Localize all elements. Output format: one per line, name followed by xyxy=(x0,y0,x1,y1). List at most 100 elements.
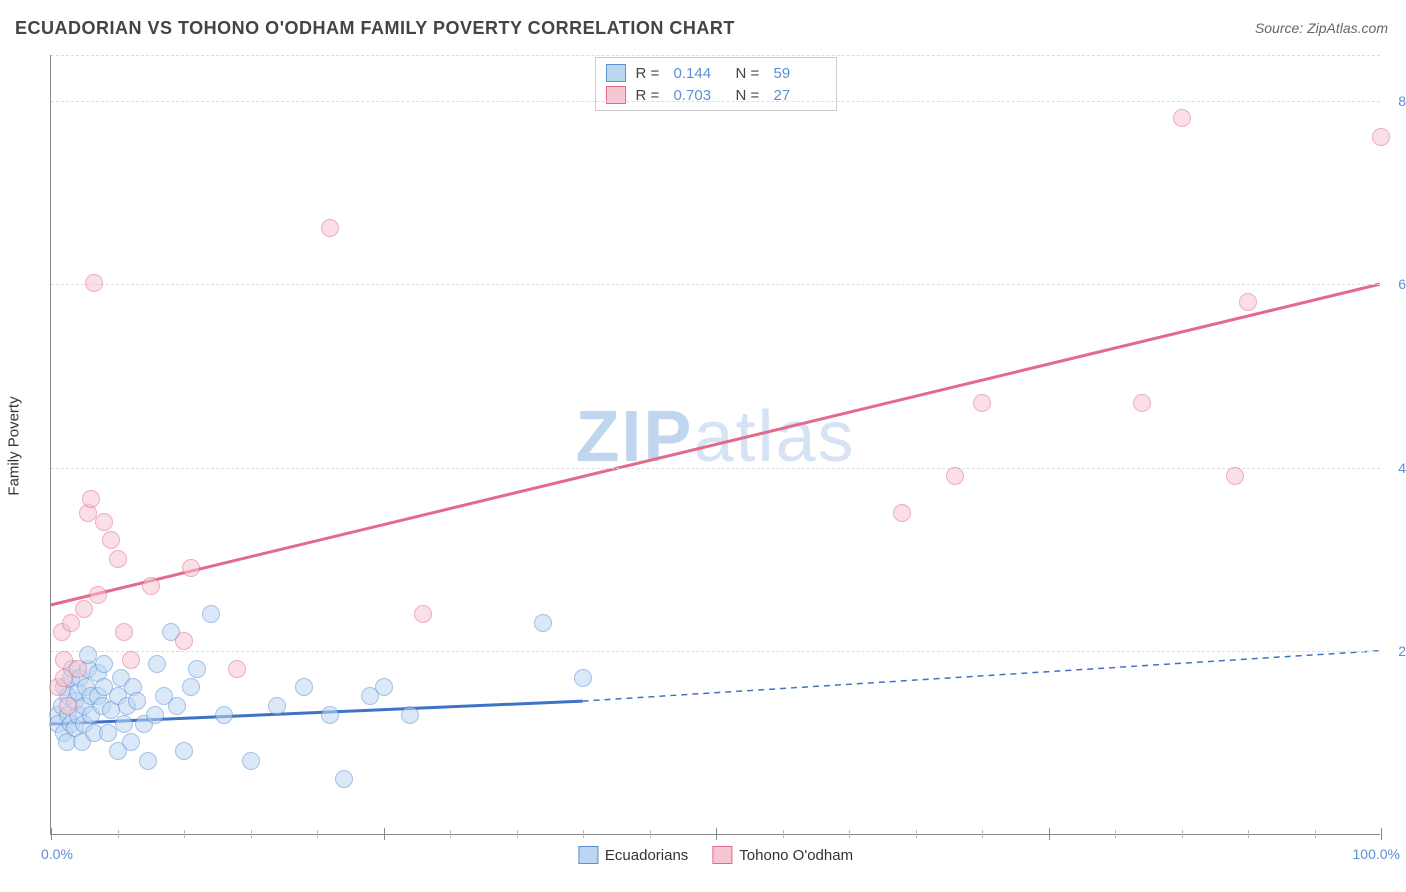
marker-ecuadorians xyxy=(215,706,233,724)
marker-tohono-oodham xyxy=(109,550,127,568)
trendline-tohono-oodham xyxy=(51,284,1380,605)
x-label-min: 0.0% xyxy=(41,846,73,862)
y-axis-label: Family Poverty xyxy=(6,396,23,495)
marker-ecuadorians xyxy=(146,706,164,724)
x-tick-minor xyxy=(1182,830,1183,838)
marker-ecuadorians xyxy=(401,706,419,724)
marker-tohono-oodham xyxy=(95,513,113,531)
y-tick-label: 20.0% xyxy=(1398,643,1406,659)
marker-tohono-oodham xyxy=(62,614,80,632)
trendline-ext-ecuadorians xyxy=(583,651,1380,701)
legend-label: Tohono O'odham xyxy=(739,847,853,864)
y-tick-label: 80.0% xyxy=(1398,93,1406,109)
gridline xyxy=(51,651,1380,652)
r-label: R = xyxy=(636,65,664,82)
swatch-ecuadorians xyxy=(606,64,626,82)
x-tick-minor xyxy=(1115,830,1116,838)
marker-tohono-oodham xyxy=(1133,394,1151,412)
marker-ecuadorians xyxy=(95,655,113,673)
x-tick-major xyxy=(384,828,385,840)
chart-container: ECUADORIAN VS TOHONO O'ODHAM FAMILY POVE… xyxy=(0,0,1406,892)
gridline xyxy=(51,284,1380,285)
marker-tohono-oodham xyxy=(75,600,93,618)
x-tick-minor xyxy=(1315,830,1316,838)
marker-tohono-oodham xyxy=(1372,128,1390,146)
marker-ecuadorians xyxy=(242,752,260,770)
x-tick-minor xyxy=(1248,830,1249,838)
marker-tohono-oodham xyxy=(122,651,140,669)
source-attribution: Source: ZipAtlas.com xyxy=(1255,20,1388,36)
x-tick-major xyxy=(1381,828,1382,840)
marker-ecuadorians xyxy=(574,669,592,687)
marker-ecuadorians xyxy=(182,678,200,696)
gridline xyxy=(51,468,1380,469)
x-tick-minor xyxy=(317,830,318,838)
legend-label: Ecuadorians xyxy=(605,847,688,864)
y-tick-label: 40.0% xyxy=(1398,460,1406,476)
gridline xyxy=(51,101,1380,102)
marker-ecuadorians xyxy=(128,692,146,710)
marker-ecuadorians xyxy=(295,678,313,696)
x-tick-minor xyxy=(982,830,983,838)
marker-tohono-oodham xyxy=(973,394,991,412)
marker-tohono-oodham xyxy=(85,274,103,292)
marker-tohono-oodham xyxy=(893,504,911,522)
legend-item-ecuadorians: Ecuadorians xyxy=(578,846,688,864)
x-label-max: 100.0% xyxy=(1353,846,1400,862)
marker-tohono-oodham xyxy=(182,559,200,577)
marker-tohono-oodham xyxy=(1173,109,1191,127)
n-label: N = xyxy=(736,65,764,82)
series-legend: Ecuadorians Tohono O'odham xyxy=(578,846,853,864)
marker-ecuadorians xyxy=(534,614,552,632)
x-tick-major xyxy=(1049,828,1050,840)
marker-ecuadorians xyxy=(335,770,353,788)
marker-ecuadorians xyxy=(268,697,286,715)
marker-ecuadorians xyxy=(375,678,393,696)
marker-ecuadorians xyxy=(99,724,117,742)
marker-ecuadorians xyxy=(168,697,186,715)
marker-ecuadorians xyxy=(115,715,133,733)
x-tick-minor xyxy=(916,830,917,838)
marker-tohono-oodham xyxy=(228,660,246,678)
marker-tohono-oodham xyxy=(102,531,120,549)
marker-tohono-oodham xyxy=(89,586,107,604)
x-tick-minor xyxy=(184,830,185,838)
gridline xyxy=(51,55,1380,56)
x-tick-minor xyxy=(118,830,119,838)
legend-row-ecuadorians: R = 0.144 N = 59 xyxy=(606,62,826,84)
x-tick-minor xyxy=(251,830,252,838)
swatch-ecuadorians xyxy=(578,846,598,864)
x-tick-minor xyxy=(450,830,451,838)
marker-ecuadorians xyxy=(188,660,206,678)
marker-tohono-oodham xyxy=(59,697,77,715)
marker-tohono-oodham xyxy=(414,605,432,623)
x-tick-major xyxy=(716,828,717,840)
chart-title: ECUADORIAN VS TOHONO O'ODHAM FAMILY POVE… xyxy=(15,18,735,39)
marker-tohono-oodham xyxy=(946,467,964,485)
marker-tohono-oodham xyxy=(1226,467,1244,485)
x-tick-minor xyxy=(517,830,518,838)
marker-ecuadorians xyxy=(202,605,220,623)
marker-ecuadorians xyxy=(175,742,193,760)
marker-tohono-oodham xyxy=(142,577,160,595)
marker-tohono-oodham xyxy=(1239,293,1257,311)
n-value: 59 xyxy=(774,65,826,82)
y-tick-label: 60.0% xyxy=(1398,276,1406,292)
marker-ecuadorians xyxy=(148,655,166,673)
x-tick-minor xyxy=(783,830,784,838)
plot-area: ZIPatlas R = 0.144 N = 59 R = 0.703 N = … xyxy=(50,55,1380,835)
r-value: 0.144 xyxy=(674,65,726,82)
marker-ecuadorians xyxy=(139,752,157,770)
marker-ecuadorians xyxy=(122,733,140,751)
legend-row-tohono: R = 0.703 N = 27 xyxy=(606,84,826,106)
correlation-legend: R = 0.144 N = 59 R = 0.703 N = 27 xyxy=(595,57,837,111)
marker-tohono-oodham xyxy=(175,632,193,650)
x-tick-minor xyxy=(583,830,584,838)
marker-ecuadorians xyxy=(321,706,339,724)
x-tick-minor xyxy=(650,830,651,838)
legend-item-tohono: Tohono O'odham xyxy=(712,846,853,864)
x-tick-major xyxy=(51,828,52,840)
marker-tohono-oodham xyxy=(321,219,339,237)
x-tick-minor xyxy=(849,830,850,838)
marker-tohono-oodham xyxy=(82,490,100,508)
